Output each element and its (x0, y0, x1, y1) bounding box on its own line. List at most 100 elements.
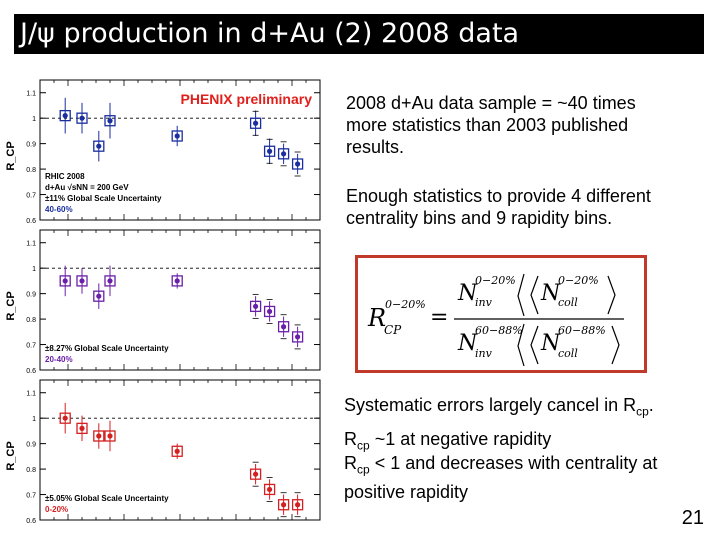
bullet-systematic-end: . (648, 395, 654, 415)
formula-num-coll-sup: 0−20% (558, 274, 599, 287)
y-tick-label: 1.1 (26, 391, 36, 398)
y-tick-label: 0.9 (26, 442, 36, 449)
sys-box (76, 422, 88, 435)
sys-box (249, 117, 262, 129)
bullet-neg-sub: cp (357, 438, 370, 453)
chart-annotation: ±8.27% Global Scale Uncertainty (45, 344, 169, 353)
sys-box (249, 468, 262, 480)
rcp-panel-1: 1.1 1 0.9 0.8 0.7 0.6 R_CP PHENIX preliminary RH… (5, 79, 321, 225)
formula-num-sub: inv (475, 296, 493, 309)
panel-frame (39, 229, 321, 371)
rcp-formula-box: R 0−20% CP = N 0−20% inv N 0−20% coll N … (355, 255, 647, 373)
panel-frame (39, 79, 321, 221)
data-point (253, 471, 259, 477)
data-point (281, 502, 287, 508)
formula-lhs-sub: CP (384, 323, 402, 337)
bullet-stats: 2008 d+Au data sample = ~40 times more s… (346, 92, 636, 158)
data-point (267, 308, 273, 315)
sys-box (104, 115, 116, 127)
rcp-panel-2: 1.1 1 0.9 0.8 0.7 0.6 R_CP ±8.27% Global Scale … (5, 229, 321, 375)
bullet-systematic: Systematic errors largely cancel in Rcp. (344, 394, 654, 423)
y-tick-label: 0.7 (26, 343, 36, 350)
sys-box (59, 109, 71, 122)
y-tick-label: 1.1 (26, 91, 36, 98)
data-point (79, 278, 85, 284)
sys-box (59, 412, 71, 424)
formula-lhs-sup: 0−20% (385, 298, 426, 311)
sys-box (249, 300, 262, 313)
formula-equals: = (430, 305, 448, 330)
chart-title: PHENIX preliminary (181, 91, 313, 107)
y-tick-label: 0.7 (26, 493, 36, 500)
formula-den-langle (530, 325, 539, 365)
sys-box (93, 140, 105, 152)
y-tick-label: 0.9 (26, 142, 36, 149)
y-tick-label: 1.1 (26, 241, 36, 248)
formula-den-sup: 60−88% (475, 324, 523, 337)
y-tick-label: 0.6 (26, 368, 36, 375)
bullet-bins-line2: centrality bins and 9 rapidity bins. (346, 208, 613, 228)
data-point (79, 425, 85, 431)
sys-box (171, 275, 183, 287)
sys-box (171, 445, 183, 457)
y-tick-label: 0.8 (26, 317, 36, 324)
data-point (253, 303, 259, 309)
y-tick-label: 0.8 (26, 467, 36, 474)
data-point (281, 151, 287, 157)
bullet-neg-r: R (344, 429, 357, 449)
sys-box (277, 148, 290, 160)
data-point (107, 278, 113, 284)
formula-den-rangle (611, 325, 620, 365)
sys-box (59, 275, 71, 287)
sys-box (291, 331, 304, 343)
chart-annotation: d+Au √sNN = 200 GeV (45, 183, 129, 192)
formula-den-n: N (457, 331, 478, 356)
sys-box (93, 430, 105, 442)
data-point (107, 118, 113, 124)
bullet-negative-rapidity: Rcp ~1 at negative rapidity (344, 428, 551, 457)
panel-frame (39, 379, 321, 521)
sys-box (93, 290, 105, 302)
chart-annotation: ±11% Global Scale Uncertainty (45, 194, 162, 203)
formula-num-coll-sub: coll (558, 296, 578, 309)
formula-num-ncoll: N (540, 281, 561, 306)
formula-den-coll-sub: coll (558, 347, 578, 360)
data-point (107, 433, 113, 439)
y-axis-label: R_CP (5, 441, 17, 470)
data-point (267, 486, 273, 493)
formula-den-sub: inv (475, 347, 493, 360)
page-number: 21 (681, 507, 704, 529)
formula-num-rangle (607, 275, 616, 315)
y-tick-label: 1 (32, 266, 36, 273)
chart-annotation: ±5.05% Global Scale Uncertainty (45, 494, 169, 503)
y-tick-label: 0.7 (26, 193, 36, 200)
formula-den-slash (517, 323, 525, 367)
formula-num-sup: 0−20% (475, 274, 516, 287)
sys-box (263, 305, 276, 318)
bullet-stats-line1: 2008 d+Au data sample = ~40 times (346, 93, 636, 113)
bullet-pos-r: R (344, 453, 357, 473)
sys-box (263, 483, 276, 496)
bullet-pos-text: < 1 and decreases with centrality at (369, 453, 658, 473)
data-point (295, 161, 301, 167)
y-tick-label: 1 (32, 416, 36, 423)
sys-box (277, 499, 290, 511)
y-axis-label: R_CP (5, 141, 17, 170)
data-point (79, 115, 85, 121)
sys-box (171, 130, 183, 142)
data-point (174, 448, 180, 454)
chart-annotation: 20-40% (45, 355, 73, 364)
chart-annotation: RHIC 2008 (45, 172, 85, 181)
y-axis-label: R_CP (5, 291, 17, 320)
formula-den-coll-sup: 60−88% (558, 324, 606, 337)
rcp-plots: 1.1 1 0.9 0.8 0.7 0.6 R_CP PHENIX preliminary RH… (5, 79, 321, 525)
data-point (96, 433, 102, 439)
data-point (174, 133, 180, 139)
bullet-bins-line1: Enough statistics to provide 4 different (346, 186, 651, 206)
sys-box (104, 275, 116, 287)
formula-lhs-r: R (367, 304, 386, 332)
bullet-neg-text: ~1 at negative rapidity (369, 429, 552, 449)
formula-den-ncoll: N (540, 331, 561, 356)
sys-box (277, 321, 290, 333)
data-point (62, 415, 68, 421)
